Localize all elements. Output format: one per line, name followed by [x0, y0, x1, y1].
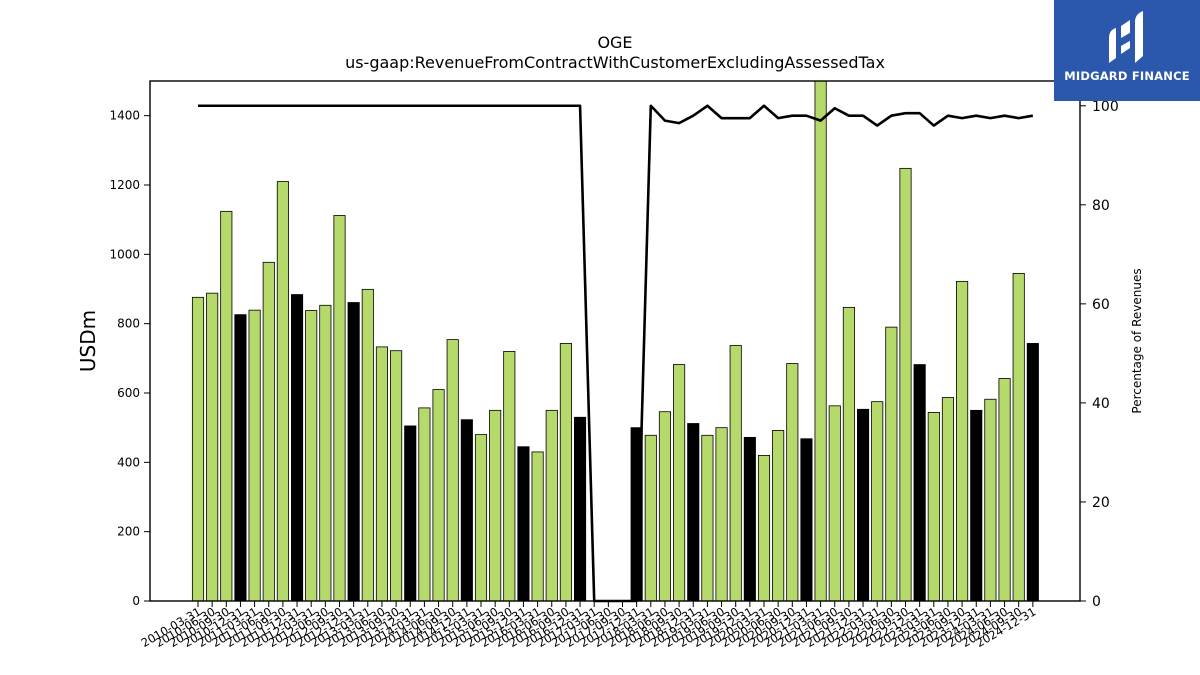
- y-tick-label-1200: 1200: [109, 178, 140, 192]
- y2-tick-label-40: 40: [1092, 396, 1110, 412]
- bar-2018-09-30: [673, 364, 686, 602]
- bar-2010-03-31: [191, 296, 205, 602]
- bar-2020-06-30: [772, 430, 785, 602]
- y-tick-label-1000: 1000: [109, 247, 140, 261]
- bar-2022-12-31: [913, 364, 926, 602]
- y-tick-label-800: 800: [117, 317, 140, 331]
- bar-2024-03-31: [984, 398, 997, 602]
- bar-2014-09-30: [446, 339, 459, 602]
- bar-2020-03-31: [757, 454, 771, 602]
- bar-2015-06-30: [489, 409, 502, 602]
- bar-2012-09-30: [333, 215, 346, 602]
- bar-2012-06-30: [319, 304, 332, 602]
- bar-2014-03-31: [418, 407, 431, 602]
- bar-2015-03-31: [474, 434, 488, 602]
- bar-2021-12-31: [857, 408, 870, 602]
- y-tick-label-0: 0: [132, 594, 140, 608]
- y-axis-label: USDm: [76, 310, 100, 372]
- bar-2021-06-30: [828, 405, 841, 602]
- chart-subtitle: us-gaap:RevenueFromContractWithCustomerE…: [345, 53, 885, 72]
- bar-2012-03-31: [305, 310, 318, 602]
- bar-2010-06-30: [206, 292, 219, 602]
- bar-2021-09-30: [842, 306, 855, 602]
- bar-2013-06-30: [375, 346, 388, 602]
- bar-2018-03-31: [644, 434, 657, 602]
- bar-2020-09-30: [786, 363, 799, 602]
- bar-2015-12-31: [517, 446, 530, 602]
- y-tick-label-400: 400: [117, 455, 140, 469]
- bar-2022-09-30: [899, 167, 912, 602]
- bar-2019-12-31: [743, 436, 756, 602]
- bar-2010-09-30: [220, 210, 233, 602]
- bar-2013-03-31: [361, 288, 374, 602]
- bar-2024-12-31: [1026, 343, 1039, 602]
- y-tick-label-1400: 1400: [109, 109, 140, 123]
- bar-2015-09-30: [503, 350, 516, 602]
- x-axis: 2010-03-312010-06-302010-09-302010-12-31…: [139, 601, 1038, 650]
- bar-2023-09-30: [956, 280, 969, 602]
- bar-2024-09-30: [1012, 272, 1025, 602]
- bar-2012-12-31: [347, 302, 360, 602]
- y2-tick-label-60: 60: [1092, 297, 1110, 313]
- y2-tick-label-100: 100: [1092, 99, 1119, 115]
- bar-2011-06-30: [262, 261, 275, 602]
- midgard-logo-icon: [1109, 11, 1143, 63]
- bar-2014-06-30: [432, 389, 445, 602]
- y-tick-label-600: 600: [117, 386, 140, 400]
- bar-2019-06-30: [715, 427, 728, 602]
- bar-2019-09-30: [729, 345, 742, 602]
- bar-2016-09-30: [559, 343, 572, 602]
- left-y-axis: 0 200 400 600 800 1000 1200 1400: [109, 109, 150, 608]
- brand-logo: MIDGARD FINANCE: [1054, 0, 1200, 101]
- bar-2016-12-31: [574, 416, 587, 602]
- bar-2023-03-31: [927, 412, 940, 602]
- y2-axis-label: Percentage of Revenues: [1130, 268, 1144, 413]
- right-y-axis: 0 20 40 60 80 100: [1080, 99, 1119, 610]
- bar-2023-06-30: [941, 397, 954, 602]
- bar-2016-06-30: [545, 409, 558, 602]
- bar-2023-12-31: [970, 409, 983, 602]
- plot-frame: [149, 80, 1081, 602]
- bar-2014-12-31: [460, 419, 473, 602]
- chart-title: OGE: [597, 33, 632, 52]
- bar-series: [191, 80, 1039, 602]
- y2-tick-label-80: 80: [1092, 198, 1110, 214]
- y2-tick-label-0: 0: [1092, 594, 1101, 610]
- y-tick-label-200: 200: [117, 525, 140, 539]
- bar-2022-06-30: [885, 326, 898, 602]
- bar-2024-06-30: [998, 378, 1011, 602]
- bar-2021-03-31: [814, 80, 827, 602]
- bar-2022-03-31: [871, 401, 884, 602]
- bar-2011-03-31: [248, 309, 261, 602]
- brand-name: MIDGARD FINANCE: [1064, 69, 1190, 83]
- bar-2011-09-30: [276, 181, 289, 602]
- bar-2013-09-30: [390, 350, 403, 602]
- bar-2010-12-31: [234, 314, 247, 602]
- bar-2018-12-31: [687, 423, 700, 602]
- bar-2013-12-31: [404, 425, 417, 602]
- bar-2019-03-31: [701, 434, 714, 602]
- bar-2018-06-30: [658, 411, 671, 602]
- bar-2016-03-31: [531, 451, 544, 602]
- bar-2011-12-31: [290, 294, 304, 602]
- y2-tick-label-20: 20: [1092, 495, 1110, 511]
- bar-2020-12-31: [800, 438, 813, 602]
